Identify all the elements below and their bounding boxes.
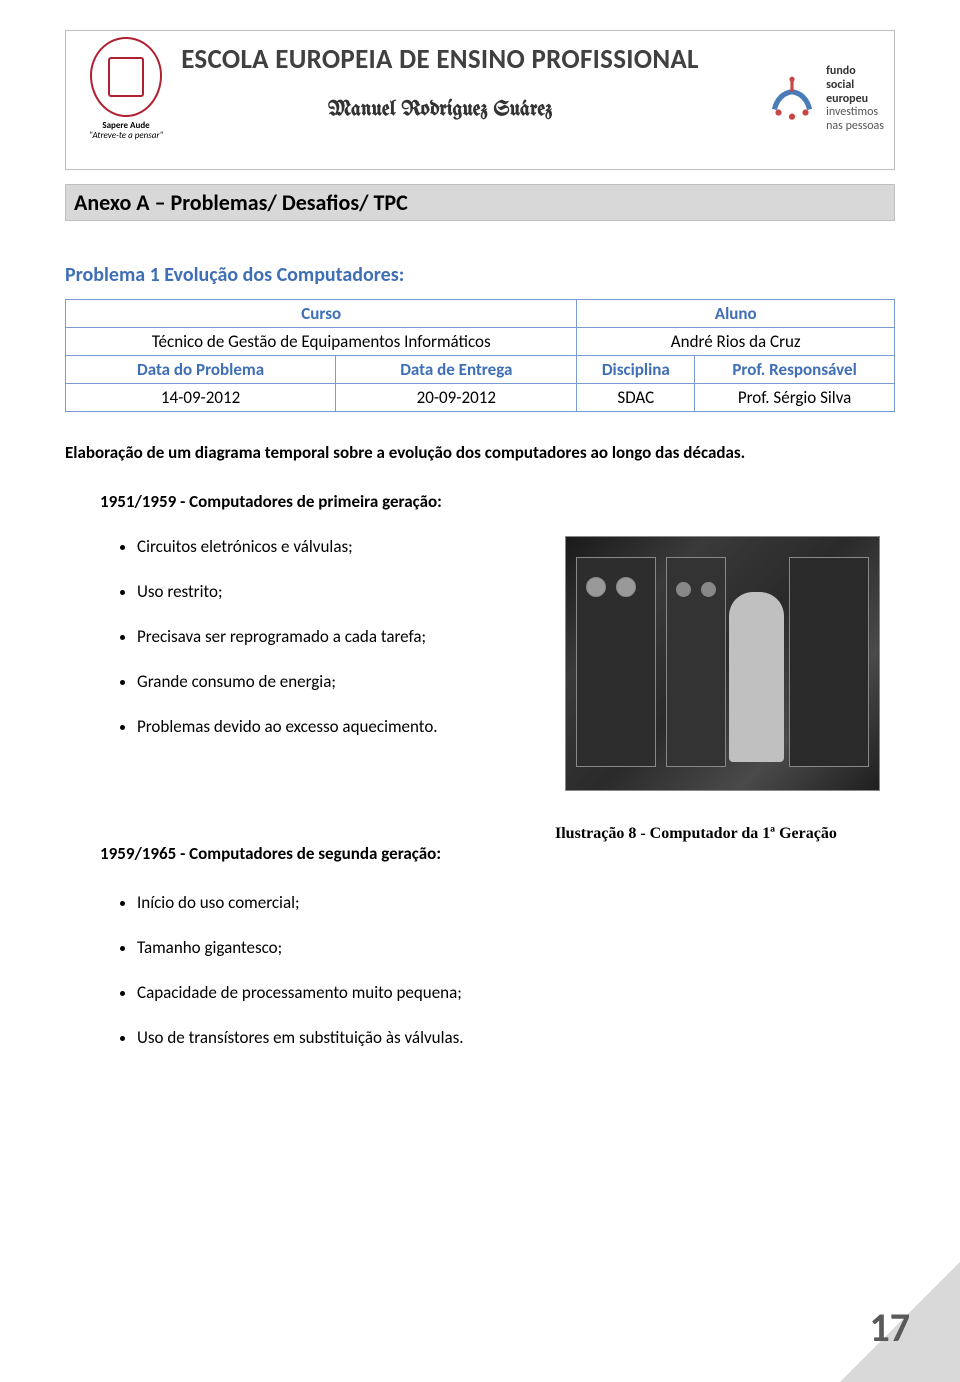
illustration-column [565, 536, 895, 791]
school-subtitle: Manuel Rodríguez Suárez [176, 100, 704, 121]
td-curso: Técnico de Gestão de Equipamentos Inform… [66, 328, 577, 356]
th-data-problema: Data do Problema [66, 356, 336, 384]
td-data-problema: 14-09-2012 [66, 384, 336, 412]
fse-icon [766, 73, 818, 125]
document-header: Sapere Aude "Atreve-te a pensar" ESCOLA … [65, 30, 895, 170]
td-data-entrega: 20-09-2012 [336, 384, 577, 412]
motto-line2: "Atreve-te a pensar" [89, 131, 163, 141]
list-item: Tamanho gigantesco; [137, 937, 895, 958]
td-disciplina: SDAC [577, 384, 695, 412]
list-item: Precisava ser reprogramado a cada tarefa… [137, 626, 535, 647]
th-data-entrega: Data de Entrega [336, 356, 577, 384]
info-table: Curso Aluno Técnico de Gestão de Equipam… [65, 299, 895, 412]
list-item: Início do uso comercial; [137, 892, 895, 913]
fse-logo-column: fundo social europeu investimos nas pess… [704, 37, 884, 134]
th-prof: Prof. Responsável [695, 356, 895, 384]
th-disciplina: Disciplina [577, 356, 695, 384]
gen1-computer-photo [565, 536, 880, 791]
th-curso: Curso [66, 300, 577, 328]
fse-text: fundo social europeu investimos nas pess… [826, 65, 884, 134]
list-item: Uso de transístores em substituição às v… [137, 1027, 895, 1048]
list-item: Capacidade de processamento muito pequen… [137, 982, 895, 1003]
intro-text: Elaboração de um diagrama temporal sobre… [65, 442, 895, 465]
td-aluno: André Rios da Cruz [577, 328, 895, 356]
school-emblem [90, 37, 162, 117]
problema-title: Problema 1 Evolução dos Computadores: [65, 263, 895, 287]
list-item: Circuitos eletrónicos e válvulas; [137, 536, 535, 557]
gen1-bullets: Circuitos eletrónicos e válvulas; Uso re… [65, 536, 535, 791]
td-prof: Prof. Sérgio Silva [695, 384, 895, 412]
list-item: Problemas devido ao excesso aquecimento. [137, 716, 535, 737]
gen2-heading: 1959/1965 - Computadores de segunda gera… [100, 825, 555, 864]
titles-column: ESCOLA EUROPEIA DE ENSINO PROFISSIONAL M… [176, 37, 704, 121]
school-title: ESCOLA EUROPEIA DE ENSINO PROFISSIONAL [176, 43, 704, 76]
list-item: Grande consumo de energia; [137, 671, 535, 692]
emblem-column: Sapere Aude "Atreve-te a pensar" [76, 37, 176, 141]
gen2-bullets: Início do uso comercial; Tamanho gigante… [65, 892, 895, 1048]
anexo-banner: Anexo A – Problemas/ Desafios/ TPC [65, 184, 895, 221]
illustration-caption: Ilustração 8 - Computador da 1ª Geração [555, 825, 895, 843]
page-number: 17 [869, 1303, 910, 1352]
list-item: Uso restrito; [137, 581, 535, 602]
th-aluno: Aluno [577, 300, 895, 328]
gen1-heading: 1951/1959 - Computadores de primeira ger… [100, 491, 895, 512]
